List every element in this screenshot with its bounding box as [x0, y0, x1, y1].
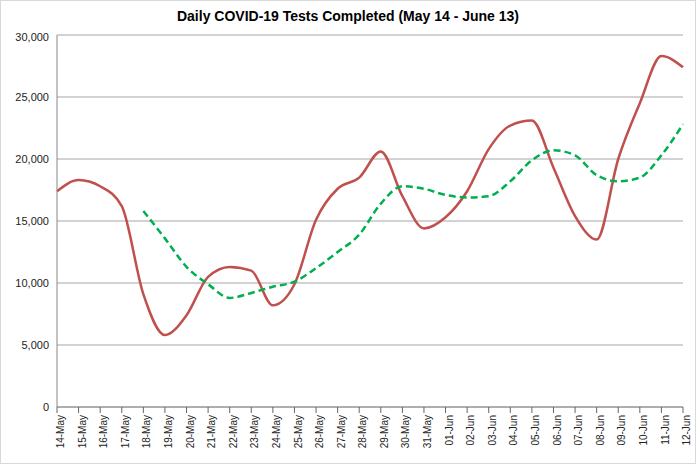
svg-text:05-Jun: 05-Jun [530, 415, 541, 446]
svg-text:17-May: 17-May [120, 415, 131, 448]
svg-text:28-May: 28-May [357, 415, 368, 448]
svg-text:20-May: 20-May [185, 415, 196, 448]
svg-text:29-May: 29-May [379, 415, 390, 448]
svg-text:01-Jun: 01-Jun [444, 415, 455, 446]
svg-text:5,000: 5,000 [21, 339, 49, 351]
svg-text:21-May: 21-May [206, 415, 217, 448]
svg-text:15,000: 15,000 [15, 215, 49, 227]
svg-text:02-Jun: 02-Jun [465, 415, 476, 446]
svg-text:12-Jun: 12-Jun [681, 415, 688, 446]
svg-text:15-May: 15-May [77, 415, 88, 448]
svg-text:31-May: 31-May [422, 415, 433, 448]
svg-text:0: 0 [43, 401, 49, 413]
svg-text:07-Jun: 07-Jun [573, 415, 584, 446]
svg-text:10,000: 10,000 [15, 277, 49, 289]
svg-text:30-May: 30-May [400, 415, 411, 448]
html-text:Daily COVID-19 Tests Completed: Daily COVID-19 Tests Completed (May 14 -… [177, 8, 519, 24]
svg-text:03-Jun: 03-Jun [487, 415, 498, 446]
svg-text:23-May: 23-May [249, 415, 260, 448]
svg-text:27-May: 27-May [336, 415, 347, 448]
svg-text:30,000: 30,000 [15, 31, 49, 43]
svg-text:18-May: 18-May [141, 415, 152, 448]
svg-text:24-May: 24-May [271, 415, 282, 448]
svg-text:25-May: 25-May [293, 415, 304, 448]
svg-text:08-Jun: 08-Jun [595, 415, 606, 446]
svg-text:16-May: 16-May [98, 415, 109, 448]
svg-text:09-Jun: 09-Jun [616, 415, 627, 446]
svg-text:11-Jun: 11-Jun [660, 415, 671, 445]
svg-text:19-May: 19-May [163, 415, 174, 448]
svg-text:26-May: 26-May [314, 415, 325, 448]
svg-text:20,000: 20,000 [15, 153, 49, 165]
svg-text:04-Jun: 04-Jun [508, 415, 519, 446]
svg-text:25,000: 25,000 [15, 91, 49, 103]
svg-text:10-Jun: 10-Jun [638, 415, 649, 446]
svg-text:22-May: 22-May [228, 415, 239, 448]
svg-text:14-May: 14-May [55, 415, 66, 448]
svg-text:06-Jun: 06-Jun [552, 415, 563, 446]
